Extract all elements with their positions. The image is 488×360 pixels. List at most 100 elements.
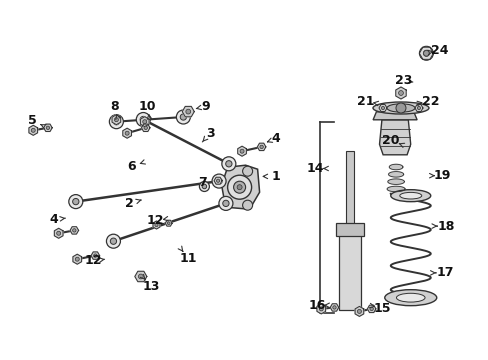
Text: 23: 23 bbox=[394, 75, 412, 87]
Circle shape bbox=[398, 91, 403, 95]
Text: 22: 22 bbox=[421, 95, 438, 108]
Ellipse shape bbox=[399, 192, 421, 199]
Circle shape bbox=[423, 50, 428, 57]
Text: 10: 10 bbox=[139, 100, 156, 113]
Circle shape bbox=[240, 149, 244, 153]
Circle shape bbox=[110, 238, 116, 244]
Circle shape bbox=[216, 179, 219, 182]
Polygon shape bbox=[338, 227, 360, 310]
Polygon shape bbox=[165, 220, 172, 226]
Circle shape bbox=[419, 46, 432, 60]
Circle shape bbox=[202, 184, 206, 189]
Ellipse shape bbox=[384, 290, 436, 306]
Circle shape bbox=[144, 126, 147, 130]
Circle shape bbox=[167, 222, 170, 225]
Circle shape bbox=[319, 307, 323, 311]
Polygon shape bbox=[70, 227, 79, 234]
Circle shape bbox=[216, 178, 222, 184]
Polygon shape bbox=[395, 87, 406, 99]
Circle shape bbox=[185, 109, 190, 114]
Polygon shape bbox=[419, 47, 432, 59]
Circle shape bbox=[125, 131, 129, 135]
Text: 2: 2 bbox=[125, 197, 134, 210]
Text: 24: 24 bbox=[430, 44, 448, 57]
Circle shape bbox=[46, 126, 49, 130]
Ellipse shape bbox=[386, 104, 414, 112]
Text: 9: 9 bbox=[201, 100, 209, 113]
Circle shape bbox=[31, 128, 35, 132]
Circle shape bbox=[94, 254, 97, 257]
Circle shape bbox=[140, 116, 146, 123]
Text: 4: 4 bbox=[271, 132, 280, 145]
Polygon shape bbox=[257, 143, 265, 150]
Polygon shape bbox=[386, 186, 404, 192]
Circle shape bbox=[142, 120, 146, 124]
Polygon shape bbox=[366, 305, 375, 312]
Ellipse shape bbox=[372, 102, 428, 114]
Circle shape bbox=[219, 197, 232, 210]
Polygon shape bbox=[221, 165, 259, 209]
Polygon shape bbox=[73, 254, 81, 264]
Text: 12: 12 bbox=[146, 214, 164, 227]
Circle shape bbox=[222, 157, 235, 171]
Circle shape bbox=[260, 145, 263, 149]
Circle shape bbox=[242, 166, 252, 176]
Circle shape bbox=[106, 234, 120, 248]
Polygon shape bbox=[345, 151, 353, 230]
Text: 14: 14 bbox=[306, 162, 324, 175]
Polygon shape bbox=[316, 304, 325, 314]
Polygon shape bbox=[29, 125, 38, 135]
Polygon shape bbox=[388, 172, 403, 177]
Circle shape bbox=[225, 161, 231, 167]
Polygon shape bbox=[378, 104, 386, 112]
Circle shape bbox=[242, 200, 252, 210]
Text: 20: 20 bbox=[382, 134, 399, 147]
Polygon shape bbox=[135, 271, 146, 282]
Circle shape bbox=[180, 114, 186, 120]
Polygon shape bbox=[354, 306, 363, 316]
Text: 5: 5 bbox=[28, 114, 37, 127]
Polygon shape bbox=[214, 177, 222, 184]
Text: 4: 4 bbox=[49, 213, 58, 226]
Text: 11: 11 bbox=[179, 252, 197, 265]
Circle shape bbox=[233, 181, 245, 193]
Circle shape bbox=[381, 107, 384, 109]
Polygon shape bbox=[122, 128, 131, 138]
Circle shape bbox=[199, 181, 209, 192]
Circle shape bbox=[114, 118, 118, 122]
Circle shape bbox=[237, 185, 242, 190]
Circle shape bbox=[109, 115, 123, 129]
Text: 16: 16 bbox=[307, 299, 325, 312]
Text: 17: 17 bbox=[435, 266, 453, 279]
Text: 15: 15 bbox=[373, 302, 390, 315]
Circle shape bbox=[223, 200, 228, 207]
Circle shape bbox=[75, 257, 79, 261]
Circle shape bbox=[73, 229, 76, 232]
Text: 1: 1 bbox=[271, 170, 280, 183]
Text: 7: 7 bbox=[198, 176, 207, 189]
Ellipse shape bbox=[396, 293, 424, 302]
Polygon shape bbox=[112, 115, 121, 125]
Circle shape bbox=[57, 231, 61, 235]
Circle shape bbox=[332, 306, 335, 309]
Circle shape bbox=[227, 175, 251, 199]
Polygon shape bbox=[335, 223, 363, 236]
Polygon shape bbox=[372, 112, 416, 120]
Polygon shape bbox=[414, 104, 422, 112]
Circle shape bbox=[73, 198, 79, 205]
Circle shape bbox=[212, 174, 225, 188]
Circle shape bbox=[176, 110, 190, 124]
Polygon shape bbox=[329, 304, 338, 311]
Polygon shape bbox=[91, 252, 100, 259]
Polygon shape bbox=[43, 124, 52, 131]
Polygon shape bbox=[387, 179, 404, 184]
Circle shape bbox=[357, 309, 361, 314]
Circle shape bbox=[395, 103, 405, 113]
Polygon shape bbox=[182, 107, 194, 117]
Polygon shape bbox=[379, 120, 410, 155]
Polygon shape bbox=[140, 117, 149, 127]
Polygon shape bbox=[153, 221, 160, 229]
Text: 12: 12 bbox=[84, 255, 102, 267]
Polygon shape bbox=[388, 164, 402, 170]
Circle shape bbox=[69, 195, 82, 208]
